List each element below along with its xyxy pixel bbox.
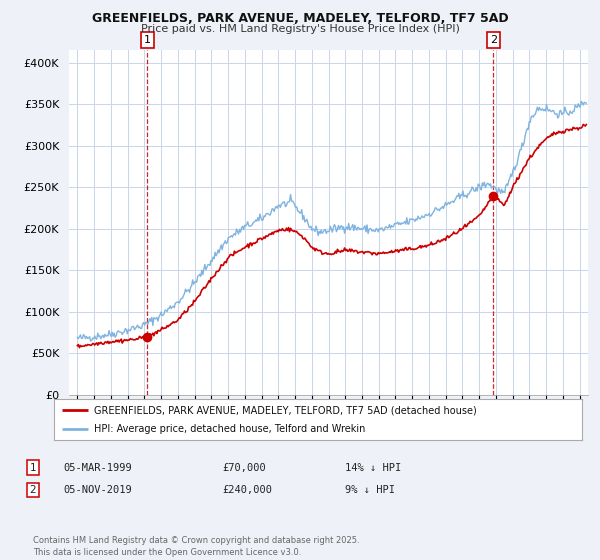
Text: 1: 1 — [29, 463, 37, 473]
Text: 2: 2 — [490, 35, 497, 45]
Text: Contains HM Land Registry data © Crown copyright and database right 2025.
This d: Contains HM Land Registry data © Crown c… — [33, 536, 359, 557]
Text: GREENFIELDS, PARK AVENUE, MADELEY, TELFORD, TF7 5AD: GREENFIELDS, PARK AVENUE, MADELEY, TELFO… — [92, 12, 508, 25]
Text: GREENFIELDS, PARK AVENUE, MADELEY, TELFORD, TF7 5AD (detached house): GREENFIELDS, PARK AVENUE, MADELEY, TELFO… — [94, 405, 476, 415]
Text: 05-NOV-2019: 05-NOV-2019 — [63, 485, 132, 495]
Text: 05-MAR-1999: 05-MAR-1999 — [63, 463, 132, 473]
Text: HPI: Average price, detached house, Telford and Wrekin: HPI: Average price, detached house, Telf… — [94, 424, 365, 433]
Text: 1: 1 — [144, 35, 151, 45]
Text: 2: 2 — [29, 485, 37, 495]
Text: £240,000: £240,000 — [222, 485, 272, 495]
Text: 14% ↓ HPI: 14% ↓ HPI — [345, 463, 401, 473]
Text: 9% ↓ HPI: 9% ↓ HPI — [345, 485, 395, 495]
Text: Price paid vs. HM Land Registry's House Price Index (HPI): Price paid vs. HM Land Registry's House … — [140, 24, 460, 34]
Text: £70,000: £70,000 — [222, 463, 266, 473]
